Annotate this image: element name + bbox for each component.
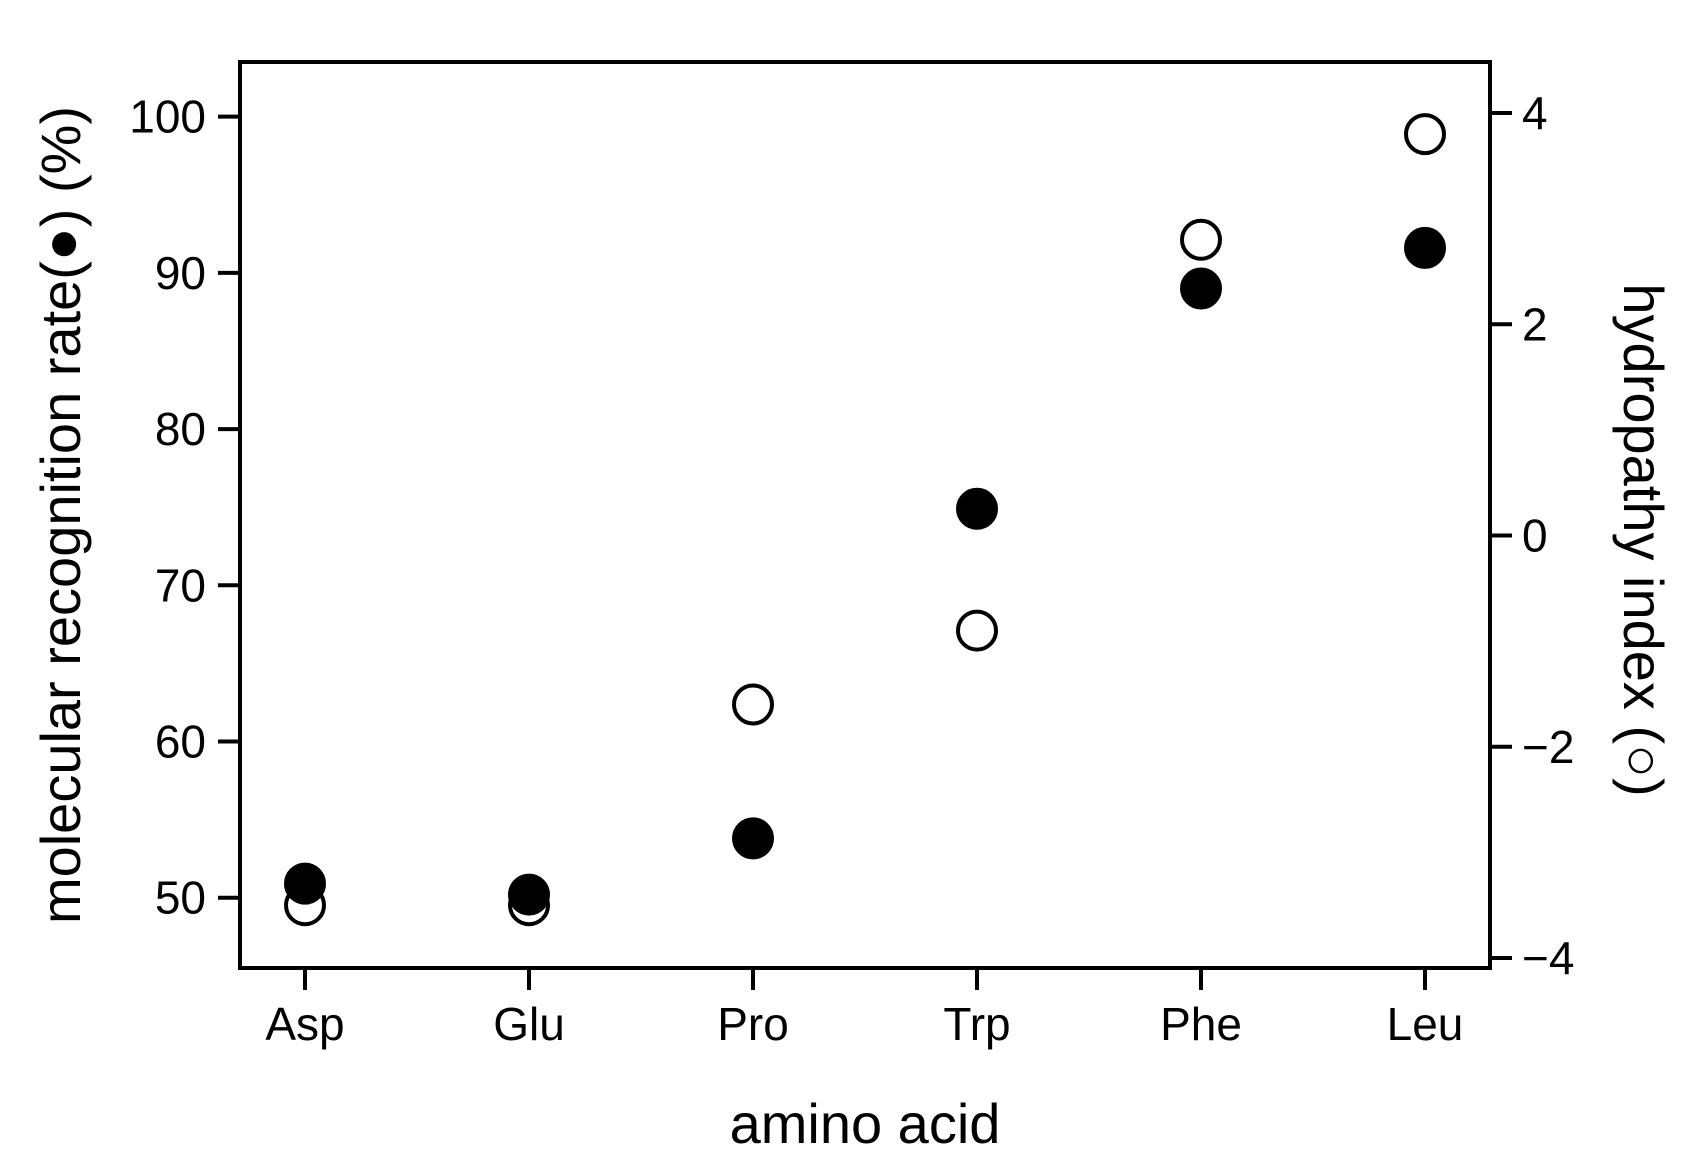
y-left-tick-label: 50	[155, 872, 206, 924]
x-tick-label-asp: Asp	[265, 998, 344, 1050]
x-tick-label-trp: Trp	[943, 998, 1010, 1050]
y-left-tick-label: 60	[155, 716, 206, 768]
y-right-tick-label: 4	[1522, 87, 1548, 139]
y-left-tick-label: 100	[129, 91, 206, 143]
point-recognition-pro	[732, 817, 774, 860]
point-recognition-asp	[284, 862, 326, 905]
y-axis-right: −4 −2 0 2 4	[1490, 87, 1574, 984]
point-recognition-leu	[1404, 226, 1446, 269]
point-recognition-phe	[1180, 267, 1222, 310]
y-right-tick-label: −4	[1522, 932, 1574, 984]
series-recognition-rate	[284, 226, 1446, 916]
y-axis-left-title: molecular recognition rate(●) (%)	[29, 106, 92, 924]
series-hydropathy	[284, 113, 1446, 927]
x-tick-label-phe: Phe	[1160, 998, 1242, 1050]
point-hydropathy-leu	[1404, 113, 1446, 156]
x-tick-label-leu: Leu	[1387, 998, 1464, 1050]
y-right-tick-label: 2	[1522, 298, 1548, 350]
point-hydropathy-phe	[1180, 218, 1222, 261]
y-left-tick-label: 70	[155, 559, 206, 611]
point-hydropathy-trp	[956, 609, 998, 652]
point-recognition-glu	[508, 873, 550, 916]
x-axis: Asp Glu Pro Trp Phe Leu	[265, 968, 1463, 1050]
y-axis-left: 50 60 70 80 90 100	[129, 91, 240, 924]
plot-frame	[238, 60, 1492, 970]
point-hydropathy-pro	[732, 683, 774, 726]
point-recognition-trp	[956, 487, 998, 530]
x-tick-label-glu: Glu	[493, 998, 565, 1050]
y-left-tick-label: 80	[155, 403, 206, 455]
x-tick-label-pro: Pro	[717, 998, 789, 1050]
y-right-tick-label: −2	[1522, 721, 1574, 773]
y-axis-right-title: hydropathy index (○)	[1612, 283, 1675, 796]
x-axis-title: amino acid	[730, 1092, 1001, 1155]
y-left-tick-label: 90	[155, 247, 206, 299]
y-right-tick-label: 0	[1522, 510, 1548, 562]
